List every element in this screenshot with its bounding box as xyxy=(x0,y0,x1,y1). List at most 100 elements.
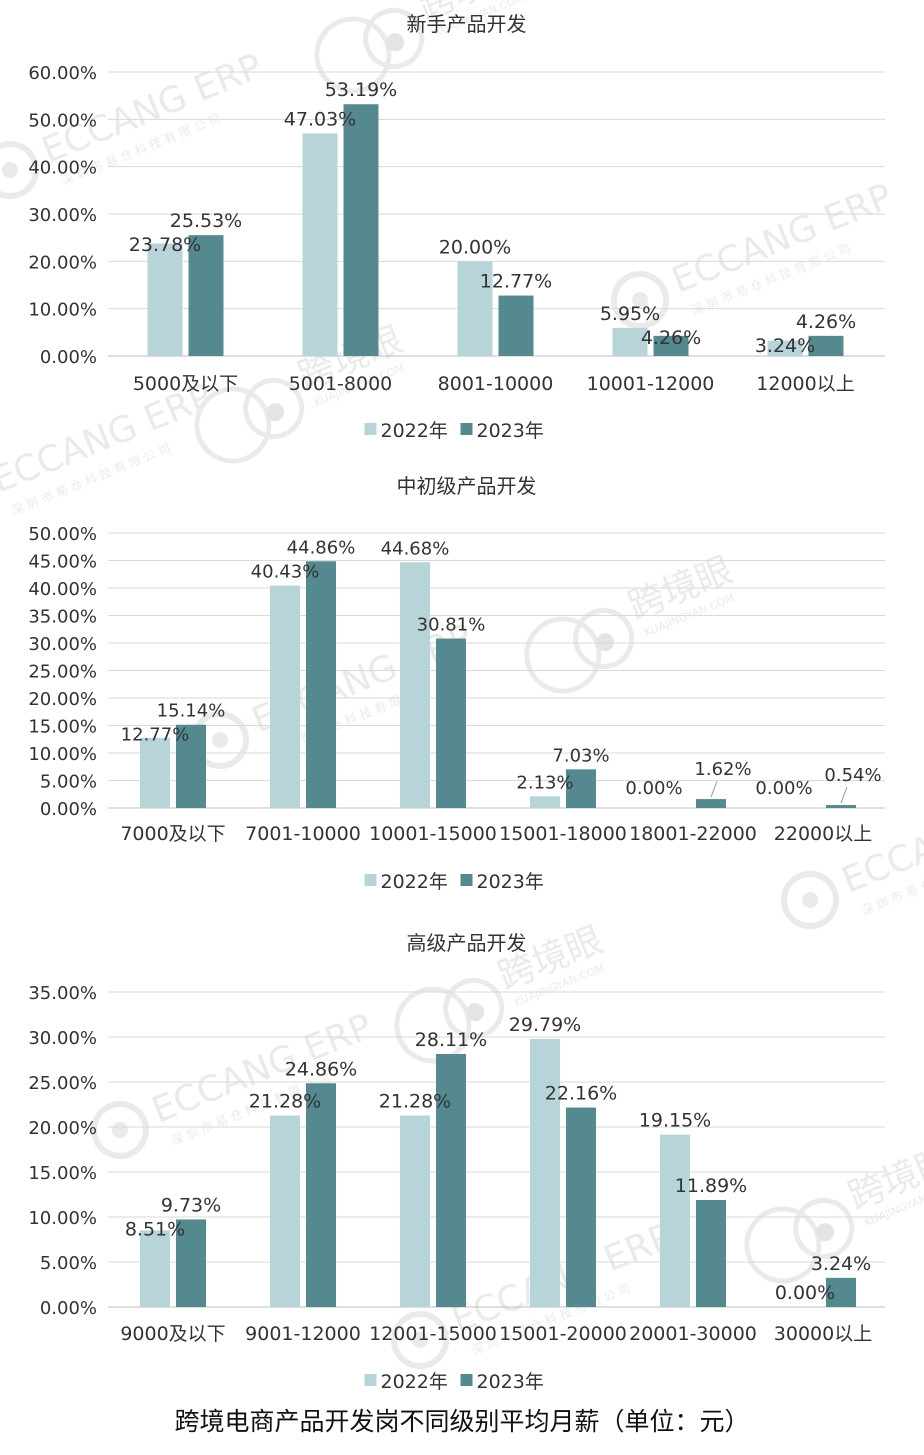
kjy-logo-dot xyxy=(466,1003,485,1022)
legend-label-2023: 2023年 xyxy=(477,420,544,442)
eccang-logo-dot xyxy=(632,292,648,308)
data-label-2022: 5.95% xyxy=(600,303,660,325)
bar-2023 xyxy=(306,1083,336,1307)
data-label-2022: 47.03% xyxy=(284,108,356,130)
kjy-logo-ring-icon xyxy=(243,378,305,440)
bar-2022 xyxy=(302,133,338,356)
x-category-label: 8001-10000 xyxy=(438,373,554,395)
data-label-2022: 19.15% xyxy=(639,1110,711,1132)
data-label-2022: 8.51% xyxy=(125,1218,185,1240)
bar-2023 xyxy=(826,1277,856,1307)
bar-2023 xyxy=(696,799,726,808)
chart-2: 中初级产品开发 0.00% 5.00% 10.00% 15.00% 20.00% 25.00… xyxy=(28,474,885,893)
y-tick-label: 10.00% xyxy=(28,1208,97,1229)
bar-2022 xyxy=(530,1038,560,1307)
x-category-label: 22000以上 xyxy=(774,823,872,845)
bar-2022 xyxy=(400,562,430,808)
data-label-2022: 0.00% xyxy=(625,778,682,799)
y-tick-label: 5.00% xyxy=(40,1253,97,1274)
bar-2022 xyxy=(767,340,803,356)
legend-swatch-2022 xyxy=(364,874,377,886)
data-label-2023: 4.26% xyxy=(641,327,701,349)
kjy-logo-ring-icon xyxy=(363,8,425,70)
x-category-label: 30000以上 xyxy=(774,1323,872,1345)
bar-2023 xyxy=(188,235,224,356)
y-tick-label: 10.00% xyxy=(28,300,97,321)
bar-2023 xyxy=(436,638,466,808)
data-label-2023: 28.11% xyxy=(415,1029,487,1051)
eccang-logo-dot xyxy=(2,162,18,178)
kjy-logo-dot xyxy=(266,403,285,422)
y-tick-label: 45.00% xyxy=(28,552,97,573)
bar-2022 xyxy=(530,796,560,808)
bar-2023 xyxy=(566,1107,596,1307)
x-category-label: 15001-18000 xyxy=(499,823,627,845)
y-tick-label: 20.00% xyxy=(28,689,97,710)
legend-label-2022: 2022年 xyxy=(381,871,448,893)
chart-legend: 2022年 2023年 xyxy=(364,420,544,442)
data-label-2023: 9.73% xyxy=(161,1194,221,1216)
kjy-logo-dot xyxy=(596,633,615,652)
data-label-2022: 21.28% xyxy=(379,1090,451,1112)
bar-2023 xyxy=(306,561,336,808)
y-tick-label: 25.00% xyxy=(28,662,97,683)
bar-2022 xyxy=(147,243,183,356)
bar-2022 xyxy=(400,1115,430,1307)
data-label-2022: 29.79% xyxy=(509,1014,581,1036)
kjy-logo-ring-icon xyxy=(314,16,392,94)
y-tick-label: 20.00% xyxy=(28,252,97,273)
chart-title: 新手产品开发 xyxy=(407,12,527,36)
data-label-2023: 22.16% xyxy=(545,1083,617,1105)
data-label-2023: 3.24% xyxy=(811,1253,871,1275)
data-label-2023: 11.89% xyxy=(675,1175,747,1197)
chart-legend: 2022年 2023年 xyxy=(364,871,544,893)
chart-title: 高级产品开发 xyxy=(407,931,527,955)
data-label-2022: 0.00% xyxy=(755,778,812,799)
data-label-2022: 2.13% xyxy=(516,772,573,793)
y-tick-label: 60.00% xyxy=(28,63,97,84)
chart-title: 中初级产品开发 xyxy=(397,474,537,498)
data-label-2022: 44.68% xyxy=(381,538,450,559)
legend-swatch-2022 xyxy=(364,1374,377,1386)
chart-3: 高级产品开发 0.00% 5.00% 10.00% 15.00% 20.00% 25.00%… xyxy=(28,931,885,1393)
bar-2023 xyxy=(826,805,856,808)
bar-2023 xyxy=(176,724,206,808)
data-label-2023: 44.86% xyxy=(287,537,356,558)
y-tick-label: 15.00% xyxy=(28,717,97,738)
eccang-logo-icon xyxy=(91,1101,149,1159)
y-tick-label: 10.00% xyxy=(28,744,97,765)
bar-2022 xyxy=(140,737,170,808)
x-category-label: 15001-20000 xyxy=(499,1323,627,1345)
x-category-label: 9001-12000 xyxy=(245,1323,361,1345)
y-tick-label: 30.00% xyxy=(28,205,97,226)
y-tick-label: 40.00% xyxy=(28,158,97,179)
legend-label-2023: 2023年 xyxy=(477,1371,544,1393)
bar-2022 xyxy=(612,327,648,356)
kjy-logo-ring-icon xyxy=(194,386,272,464)
x-category-label: 10001-15000 xyxy=(369,823,497,845)
x-category-label: 9000及以下 xyxy=(120,1323,225,1345)
x-category-label: 5001-8000 xyxy=(289,373,393,395)
bar-2023 xyxy=(343,104,379,356)
data-label-2022: 40.43% xyxy=(251,562,320,583)
data-label-2023: 15.14% xyxy=(157,701,226,722)
kjy-logo-dot xyxy=(386,33,405,52)
data-label-2023: 1.62% xyxy=(694,759,751,780)
data-label-2023: 24.86% xyxy=(285,1058,357,1080)
x-category-label: 10001-12000 xyxy=(587,373,715,395)
bar-2023 xyxy=(566,769,596,808)
y-tick-label: 0.00% xyxy=(40,799,97,820)
y-tick-label: 15.00% xyxy=(28,1163,97,1184)
data-label-2023: 0.54% xyxy=(824,765,881,786)
data-label-2022: 12.77% xyxy=(121,725,190,746)
legend-label-2022: 2022年 xyxy=(381,1371,448,1393)
eccang-watermark-text: ECCANG ERP xyxy=(666,176,898,301)
bar-2022 xyxy=(270,1115,300,1307)
bar-2022 xyxy=(270,585,300,808)
legend-label-2022: 2022年 xyxy=(381,420,448,442)
data-label-2022: 3.24% xyxy=(755,335,815,357)
data-label-2022: 21.28% xyxy=(249,1090,321,1112)
